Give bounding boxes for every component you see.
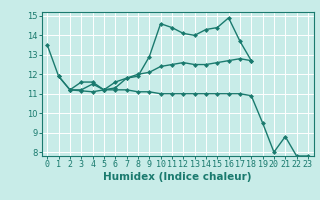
X-axis label: Humidex (Indice chaleur): Humidex (Indice chaleur): [103, 172, 252, 182]
